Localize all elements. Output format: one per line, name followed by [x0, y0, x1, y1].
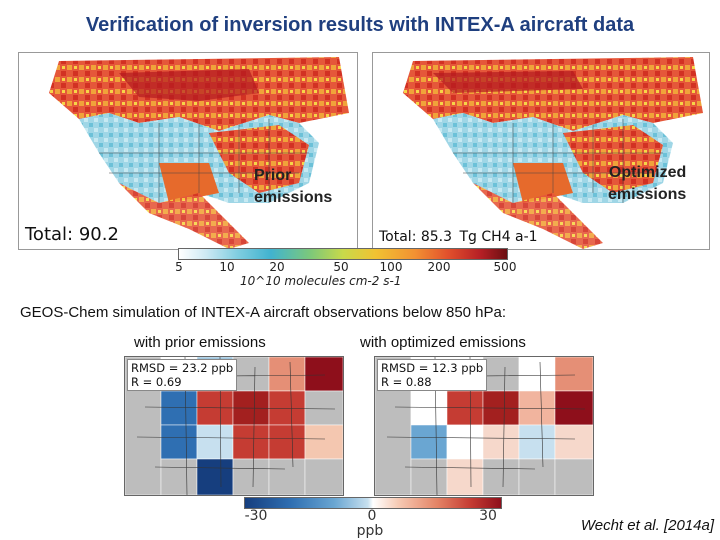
emissions-tick: 20: [269, 260, 285, 274]
bias-colorbar-unit: ppb: [356, 523, 384, 539]
optimized-bias-grid: RMSD = 12.3 ppb R = 0.88: [374, 356, 594, 496]
prior-label-line2: emissions: [254, 189, 333, 206]
optimized-label-line1: Optimized: [608, 164, 687, 181]
citation: Wecht et al. [2014a]: [580, 517, 714, 534]
bias-tick: 0: [367, 508, 377, 524]
simulation-subtitle: GEOS-Chem simulation of INTEX-A aircraft…: [20, 304, 507, 321]
prior-total: Total: 90.2: [23, 224, 121, 245]
bias-colorbar: [244, 497, 502, 509]
emissions-tick: 50: [333, 260, 349, 274]
prior-rmsd: RMSD = 23.2 ppb: [131, 361, 234, 375]
bias-tick: 30: [479, 508, 497, 524]
optimized-stats-box: RMSD = 12.3 ppb R = 0.88: [377, 359, 488, 391]
optimized-map-label: Optimized emissions: [608, 162, 686, 206]
optimized-panel-title: with optimized emissions: [360, 334, 526, 351]
optimized-label-line2: emissions: [608, 186, 687, 203]
emissions-tick: 200: [427, 260, 451, 274]
emissions-tick: 5: [175, 260, 183, 274]
prior-r: R = 0.69: [131, 375, 182, 389]
optimized-r: R = 0.88: [381, 375, 432, 389]
emissions-colorbar-unit: 10^10 molecules cm-2 s-1: [240, 274, 402, 288]
emissions-tick: 100: [379, 260, 403, 274]
emissions-colorbar: [178, 248, 508, 260]
optimized-grid-graphic: [375, 357, 593, 495]
optimized-rmsd: RMSD = 12.3 ppb: [381, 361, 484, 375]
optimized-emissions-map: Total: 85.3 Tg CH4 a-1: [372, 52, 710, 250]
prior-bias-grid: RMSD = 23.2 ppb R = 0.69: [124, 356, 344, 496]
prior-emissions-map: Total: 90.2: [18, 52, 358, 250]
bias-tick: -30: [244, 508, 268, 524]
emissions-tick: 10: [219, 260, 235, 274]
page-title: Verification of inversion results with I…: [85, 14, 635, 36]
prior-map-label: Prior emissions: [254, 165, 332, 209]
optimized-map-graphic: [403, 57, 703, 249]
prior-stats-box: RMSD = 23.2 ppb R = 0.69: [127, 359, 238, 391]
prior-label-line1: Prior: [254, 167, 292, 184]
prior-panel-title: with prior emissions: [134, 334, 266, 351]
optimized-total-value: Total: 85.3: [379, 229, 453, 245]
optimized-total-unit: Tg CH4 a-1: [459, 229, 538, 245]
prior-map-graphic: [49, 57, 349, 249]
emissions-tick: 500: [493, 260, 517, 274]
optimized-total: Total: 85.3 Tg CH4 a-1: [377, 229, 540, 245]
